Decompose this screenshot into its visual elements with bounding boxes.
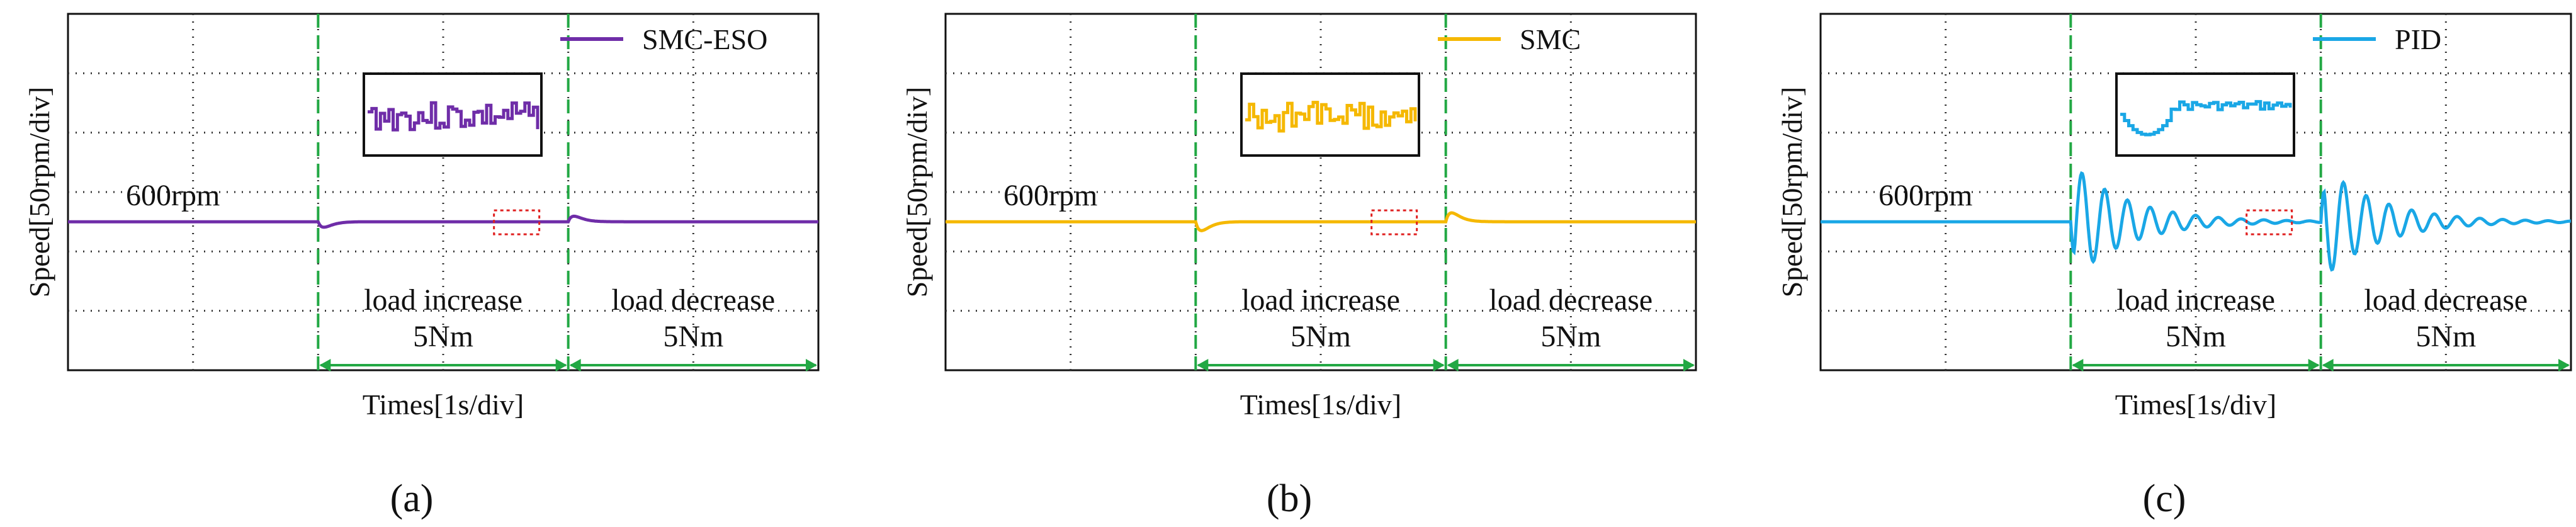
zoom-region-marker bbox=[2246, 209, 2293, 235]
event-magnitude-decrease: 5Nm bbox=[663, 320, 723, 353]
y-axis-label: Speed[50rpm/div] bbox=[23, 87, 55, 298]
panel-label: (b) bbox=[1267, 477, 1312, 520]
inset-data-line bbox=[2120, 99, 2292, 137]
data-line bbox=[68, 214, 818, 229]
reference-label: 600rpm bbox=[1878, 179, 1972, 212]
panel-label: (a) bbox=[390, 477, 434, 520]
event-label-load-increase: load increase bbox=[364, 283, 523, 317]
inset-frame bbox=[2115, 72, 2295, 157]
region-arrowhead-left bbox=[2072, 359, 2084, 371]
x-axis-label: Times[1s/div] bbox=[2115, 388, 2276, 421]
zoom-region-marker bbox=[493, 209, 541, 235]
event-magnitude-increase: 5Nm bbox=[413, 320, 473, 353]
event-label-load-decrease: load decrease bbox=[2364, 283, 2528, 317]
region-arrowhead-right bbox=[2558, 359, 2570, 371]
y-axis-label: Speed[50rpm/div] bbox=[901, 87, 933, 298]
event-label-load-decrease: load decrease bbox=[611, 283, 775, 317]
region-arrowhead-right bbox=[806, 359, 817, 371]
y-axis-label: Speed[50rpm/div] bbox=[1776, 87, 1808, 298]
reference-label: 600rpm bbox=[1003, 179, 1097, 212]
event-label-load-increase: load increase bbox=[2116, 283, 2275, 317]
legend-label: SMC-ESO bbox=[642, 23, 767, 55]
event-magnitude-increase: 5Nm bbox=[2166, 320, 2226, 353]
data-line bbox=[946, 211, 1696, 232]
event-label-load-decrease: load decrease bbox=[1489, 283, 1652, 317]
legend-label: PID bbox=[2395, 23, 2441, 55]
event-magnitude-increase: 5Nm bbox=[1291, 320, 1351, 353]
region-arrowhead-right bbox=[2308, 359, 2320, 371]
inset-data-line bbox=[1245, 101, 1417, 133]
event-label-load-increase: load increase bbox=[1241, 283, 1400, 317]
data-line bbox=[1821, 171, 2571, 272]
region-arrowhead-right bbox=[555, 359, 567, 371]
event-magnitude-decrease: 5Nm bbox=[2415, 320, 2476, 353]
zoom-region-marker bbox=[1370, 209, 1418, 235]
region-arrowhead-left bbox=[319, 359, 331, 371]
x-axis-label: Times[1s/div] bbox=[363, 388, 524, 421]
reference-label: 600rpm bbox=[126, 179, 220, 212]
panel-label: (c) bbox=[2143, 477, 2186, 520]
x-axis-label: Times[1s/div] bbox=[1240, 388, 1401, 421]
region-arrowhead-right bbox=[1433, 359, 1445, 371]
event-magnitude-decrease: 5Nm bbox=[1540, 320, 1601, 353]
region-arrowhead-left bbox=[2322, 359, 2334, 371]
region-arrowhead-left bbox=[1447, 359, 1459, 371]
legend-label: SMC bbox=[1520, 23, 1581, 55]
region-arrowhead-left bbox=[1197, 359, 1209, 371]
region-arrowhead-left bbox=[569, 359, 581, 371]
region-arrowhead-right bbox=[1683, 359, 1695, 371]
inset-data-line bbox=[368, 101, 539, 132]
